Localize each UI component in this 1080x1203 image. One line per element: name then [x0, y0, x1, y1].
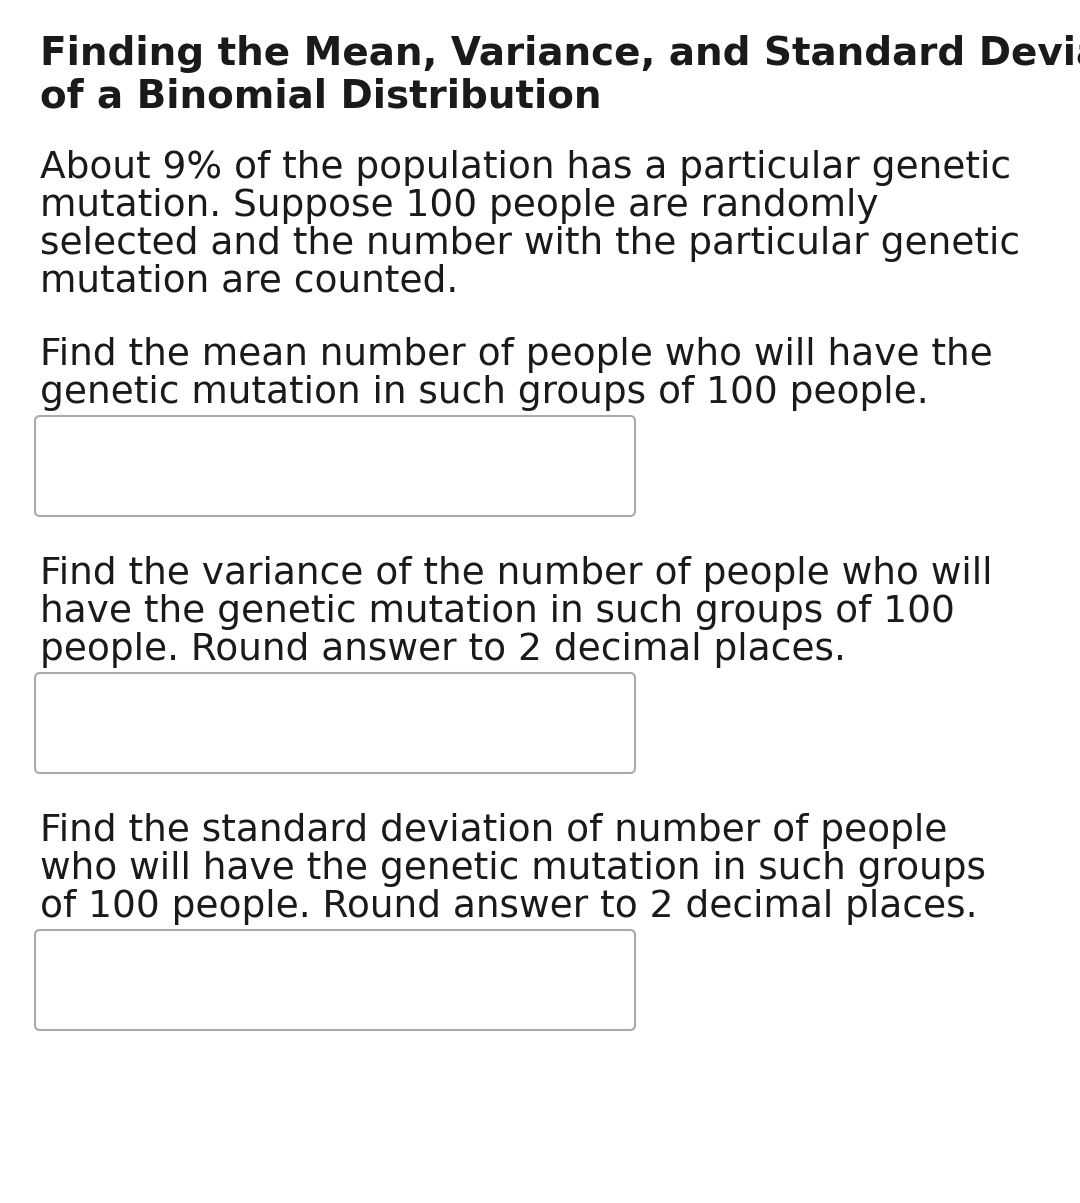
- Text: mutation. Suppose 100 people are randomly: mutation. Suppose 100 people are randoml…: [40, 188, 879, 224]
- Text: Finding the Mean, Variance, and Standard Deviation: Finding the Mean, Variance, and Standard…: [40, 35, 1080, 73]
- FancyBboxPatch shape: [35, 672, 635, 774]
- Text: who will have the genetic mutation in such groups: who will have the genetic mutation in su…: [40, 851, 986, 887]
- Text: selected and the number with the particular genetic: selected and the number with the particu…: [40, 226, 1021, 262]
- FancyBboxPatch shape: [35, 416, 635, 516]
- Text: Find the standard deviation of number of people: Find the standard deviation of number of…: [40, 813, 947, 849]
- FancyBboxPatch shape: [35, 930, 635, 1030]
- Text: Find the mean number of people who will have the: Find the mean number of people who will …: [40, 337, 993, 373]
- Text: Find the variance of the number of people who will: Find the variance of the number of peopl…: [40, 556, 993, 592]
- Text: About 9% of the population has a particular genetic: About 9% of the population has a particu…: [40, 150, 1011, 186]
- Text: of 100 people. Round answer to 2 decimal places.: of 100 people. Round answer to 2 decimal…: [40, 889, 977, 925]
- Text: have the genetic mutation in such groups of 100: have the genetic mutation in such groups…: [40, 594, 955, 630]
- Text: people. Round answer to 2 decimal places.: people. Round answer to 2 decimal places…: [40, 632, 846, 668]
- Text: of a Binomial Distribution: of a Binomial Distribution: [40, 77, 602, 115]
- Text: mutation are counted.: mutation are counted.: [40, 263, 458, 300]
- Text: genetic mutation in such groups of 100 people.: genetic mutation in such groups of 100 p…: [40, 375, 929, 411]
